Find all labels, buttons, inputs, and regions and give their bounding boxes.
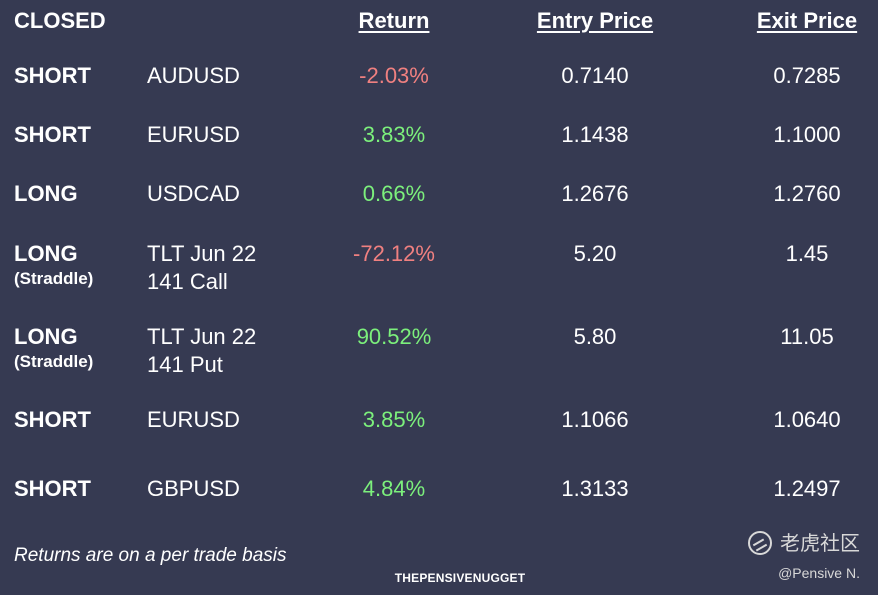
direction-label: LONG [14, 324, 78, 349]
trade-direction: SHORT [14, 121, 91, 149]
author-handle: @Pensive N. [778, 565, 860, 581]
trade-exit-price: 1.0640 [773, 407, 841, 432]
trade-entry-price: 0.7140 [561, 63, 629, 88]
trade-entry-price: 5.80 [573, 324, 617, 349]
direction-label: SHORT [14, 63, 91, 88]
trade-exit-price: 1.45 [785, 241, 829, 266]
instrument-label: TLT Jun 22 [147, 324, 257, 349]
instrument-label: EURUSD [147, 122, 240, 147]
instrument-label: AUDUSD [147, 63, 240, 88]
strategy-label: (Straddle) [14, 352, 94, 371]
trade-entry-price: 1.3133 [561, 476, 629, 501]
trade-direction: LONG (Straddle) [14, 240, 93, 290]
direction-label: SHORT [14, 476, 91, 501]
entry-price-column-header: Entry Price [536, 8, 654, 33]
trade-return: 0.66% [362, 181, 426, 206]
instrument-label: GBPUSD [147, 476, 240, 501]
trade-return: 3.85% [362, 407, 426, 432]
status-header: CLOSED [14, 8, 106, 33]
instrument-label: TLT Jun 22 [147, 241, 257, 266]
trade-exit-price: 0.7285 [773, 63, 841, 88]
instrument-label: USDCAD [147, 181, 240, 206]
watermark-text: 老虎社区 [780, 531, 860, 555]
direction-label: LONG [14, 241, 78, 266]
footnote: Returns are on a per trade basis [14, 545, 287, 566]
direction-label: SHORT [14, 122, 91, 147]
strategy-label: (Straddle) [14, 269, 94, 288]
trade-instrument: TLT Jun 22 141 Call [147, 240, 256, 296]
trade-exit-price: 11.05 [780, 324, 834, 349]
trade-return: -72.12% [353, 241, 435, 266]
trade-return: 90.52% [356, 324, 432, 349]
trade-exit-price: 1.1000 [773, 122, 841, 147]
trade-entry-price: 1.1438 [561, 122, 629, 147]
trade-return: 3.83% [362, 122, 426, 147]
direction-label: SHORT [14, 407, 91, 432]
trade-instrument: EURUSD [147, 406, 240, 434]
instrument-detail: 141 Call [147, 269, 228, 294]
trade-direction: SHORT [14, 62, 91, 90]
brand-label: THEPENSIVENUGGET [394, 571, 526, 585]
trade-instrument: TLT Jun 22 141 Put [147, 323, 256, 379]
trade-instrument: GBPUSD [147, 475, 240, 503]
return-column-header: Return [358, 8, 430, 33]
exit-price-column-header: Exit Price [756, 8, 858, 33]
trade-entry-price: 1.1066 [561, 407, 629, 432]
watermark: 老虎社区 [748, 530, 860, 556]
trade-instrument: EURUSD [147, 121, 240, 149]
direction-label: LONG [14, 181, 78, 206]
trade-exit-price: 1.2760 [773, 181, 841, 206]
trade-direction: LONG (Straddle) [14, 323, 93, 373]
trade-direction: LONG [14, 180, 78, 208]
tiger-community-logo-icon [748, 531, 772, 555]
trade-instrument: AUDUSD [147, 62, 240, 90]
trade-entry-price: 5.20 [573, 241, 617, 266]
instrument-label: EURUSD [147, 407, 240, 432]
trade-return: 4.84% [362, 476, 426, 501]
trade-direction: SHORT [14, 475, 91, 503]
trade-exit-price: 1.2497 [773, 476, 841, 501]
trade-entry-price: 1.2676 [561, 181, 629, 206]
trade-direction: SHORT [14, 406, 91, 434]
trade-instrument: USDCAD [147, 180, 240, 208]
instrument-detail: 141 Put [147, 352, 223, 377]
trade-return: -2.03% [359, 63, 429, 88]
